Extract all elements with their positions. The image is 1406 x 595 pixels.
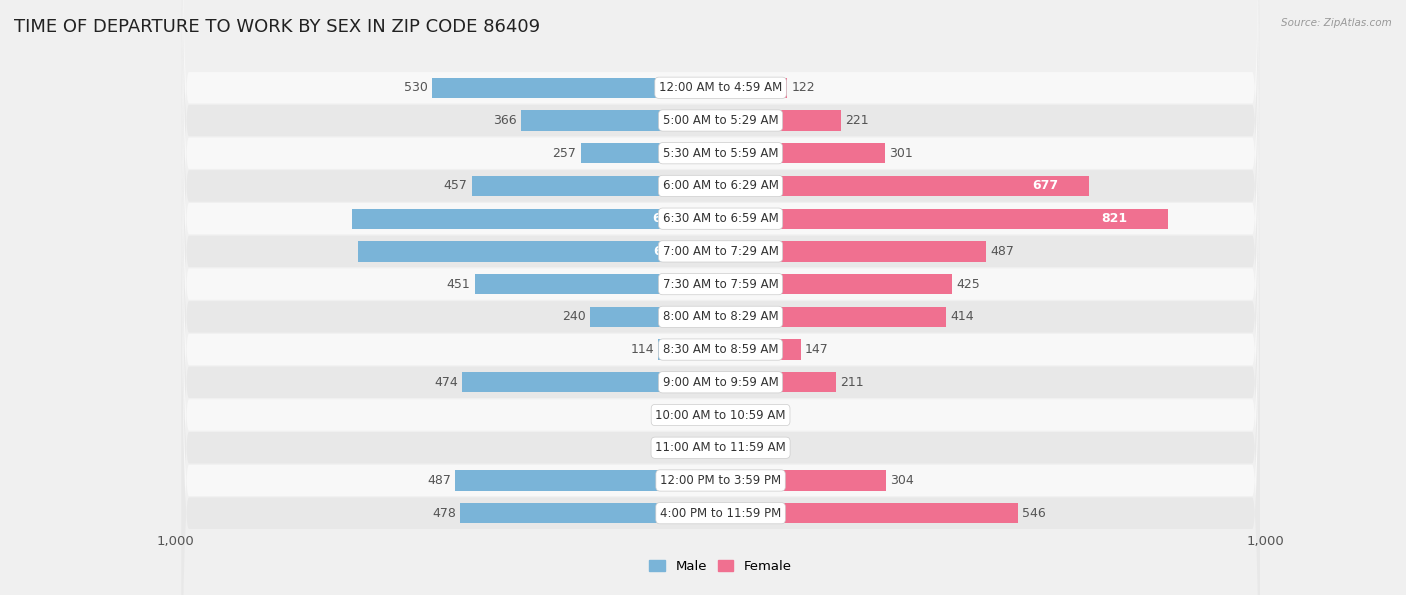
FancyBboxPatch shape [181, 71, 1260, 595]
FancyBboxPatch shape [181, 0, 1260, 595]
Text: 478: 478 [432, 507, 456, 519]
Text: 34: 34 [682, 441, 697, 454]
Bar [352, 208, 721, 229]
Bar [721, 208, 1168, 229]
Text: 4:00 PM to 11:59 PM: 4:00 PM to 11:59 PM [659, 507, 782, 519]
Bar [721, 176, 1090, 196]
Bar [721, 372, 835, 393]
Bar [721, 339, 800, 360]
Text: Source: ZipAtlas.com: Source: ZipAtlas.com [1281, 18, 1392, 28]
Text: 9:00 AM to 9:59 AM: 9:00 AM to 9:59 AM [662, 376, 779, 389]
Text: 7:00 AM to 7:29 AM: 7:00 AM to 7:29 AM [662, 245, 779, 258]
Text: 301: 301 [889, 147, 912, 159]
Bar [475, 274, 721, 295]
Bar [702, 437, 721, 458]
Text: 366: 366 [494, 114, 517, 127]
Text: 474: 474 [434, 376, 458, 389]
Text: 5:30 AM to 5:59 AM: 5:30 AM to 5:59 AM [662, 147, 779, 159]
Text: 677: 677 [652, 212, 678, 225]
Bar [721, 143, 884, 164]
Text: 451: 451 [447, 278, 471, 290]
Text: 8:00 AM to 8:29 AM: 8:00 AM to 8:29 AM [662, 311, 779, 323]
Bar [721, 470, 886, 491]
FancyBboxPatch shape [181, 0, 1260, 595]
Text: 10:00 AM to 10:59 AM: 10:00 AM to 10:59 AM [655, 409, 786, 421]
Text: 11:00 AM to 11:59 AM: 11:00 AM to 11:59 AM [655, 441, 786, 454]
Text: 12:00 AM to 4:59 AM: 12:00 AM to 4:59 AM [659, 82, 782, 94]
Text: 257: 257 [553, 147, 576, 159]
Bar [357, 241, 721, 262]
Text: TIME OF DEPARTURE TO WORK BY SEX IN ZIP CODE 86409: TIME OF DEPARTURE TO WORK BY SEX IN ZIP … [14, 18, 540, 36]
Text: 5:00 AM to 5:29 AM: 5:00 AM to 5:29 AM [662, 114, 779, 127]
FancyBboxPatch shape [181, 0, 1260, 595]
Bar [658, 339, 721, 360]
Bar [721, 503, 1018, 524]
Bar [721, 77, 787, 98]
Text: 221: 221 [845, 114, 869, 127]
Bar [522, 110, 721, 131]
Text: 425: 425 [956, 278, 980, 290]
Text: 821: 821 [1101, 212, 1128, 225]
FancyBboxPatch shape [181, 38, 1260, 595]
Text: 666: 666 [654, 245, 679, 258]
FancyBboxPatch shape [181, 5, 1260, 595]
Bar [456, 470, 721, 491]
FancyBboxPatch shape [181, 0, 1260, 595]
Bar [432, 77, 721, 98]
Text: 211: 211 [839, 376, 863, 389]
FancyBboxPatch shape [181, 0, 1260, 530]
Text: 8:30 AM to 8:59 AM: 8:30 AM to 8:59 AM [662, 343, 779, 356]
Text: 122: 122 [792, 82, 815, 94]
Bar [463, 372, 721, 393]
Bar [581, 143, 721, 164]
Text: 12:00 PM to 3:59 PM: 12:00 PM to 3:59 PM [659, 474, 782, 487]
Text: 61: 61 [758, 441, 773, 454]
FancyBboxPatch shape [181, 0, 1260, 595]
Bar [721, 110, 841, 131]
Text: 147: 147 [806, 343, 828, 356]
Text: 530: 530 [404, 82, 427, 94]
Bar [721, 405, 765, 425]
Text: 114: 114 [630, 343, 654, 356]
Text: 414: 414 [950, 311, 974, 323]
Text: 304: 304 [890, 474, 914, 487]
Bar [721, 437, 754, 458]
FancyBboxPatch shape [181, 0, 1260, 563]
Text: 84: 84 [655, 409, 671, 421]
FancyBboxPatch shape [181, 0, 1260, 595]
Text: 487: 487 [427, 474, 451, 487]
Bar [721, 241, 986, 262]
Text: 487: 487 [990, 245, 1014, 258]
Text: 7:30 AM to 7:59 AM: 7:30 AM to 7:59 AM [662, 278, 779, 290]
Bar [721, 274, 952, 295]
Bar [675, 405, 721, 425]
FancyBboxPatch shape [181, 0, 1260, 595]
Text: 546: 546 [1022, 507, 1046, 519]
Text: 240: 240 [562, 311, 585, 323]
Text: 457: 457 [443, 180, 467, 192]
Bar [471, 176, 721, 196]
Legend: Male, Female: Male, Female [644, 555, 797, 578]
Text: 6:00 AM to 6:29 AM: 6:00 AM to 6:29 AM [662, 180, 779, 192]
Bar [591, 306, 721, 327]
Bar [721, 306, 946, 327]
Bar [460, 503, 721, 524]
Text: 677: 677 [1032, 180, 1059, 192]
Text: 82: 82 [769, 409, 786, 421]
FancyBboxPatch shape [181, 0, 1260, 595]
FancyBboxPatch shape [181, 0, 1260, 595]
Text: 6:30 AM to 6:59 AM: 6:30 AM to 6:59 AM [662, 212, 779, 225]
